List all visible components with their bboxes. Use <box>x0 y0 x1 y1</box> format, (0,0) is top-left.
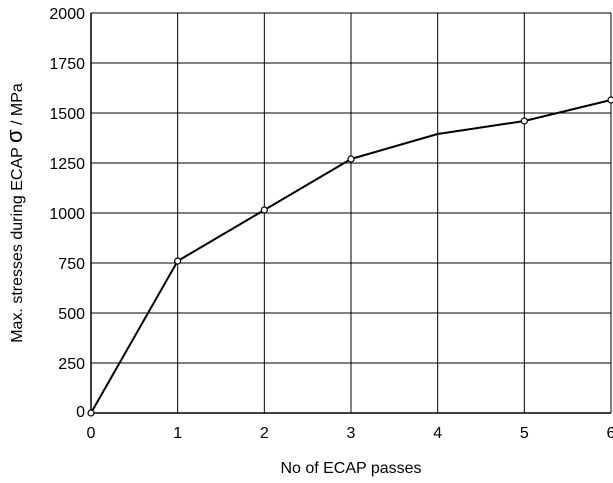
y-tick-labels: 0 250 500 750 1000 1250 1500 1750 2000 <box>49 6 85 421</box>
y-tick-label: 1500 <box>49 106 85 123</box>
y-axis-title-suffix: / MPa <box>9 83 26 129</box>
axes <box>90 13 611 414</box>
data-point <box>260 206 268 214</box>
data-point <box>607 96 613 104</box>
y-axis-title-symbol: σ <box>2 129 27 143</box>
x-tick-label: 6 <box>607 425 613 442</box>
x-tick-label: 2 <box>260 425 269 442</box>
data-point <box>520 117 528 125</box>
x-tick-label: 1 <box>173 425 182 442</box>
x-tick-label: 0 <box>87 425 96 442</box>
y-tick-label: 2000 <box>49 6 85 23</box>
data-point <box>347 155 355 163</box>
data-point <box>87 409 95 417</box>
y-tick-label: 500 <box>58 306 85 323</box>
x-tick-label: 4 <box>433 425 442 442</box>
y-axis-title-prefix: Max. stresses during ECAP <box>9 143 26 343</box>
y-tick-label: 1250 <box>49 156 85 173</box>
y-axis-title: Max. stresses during ECAP σ / MPa <box>2 83 27 343</box>
x-tick-label: 5 <box>520 425 529 442</box>
x-tick-labels: 0 1 2 3 4 5 6 <box>87 425 613 442</box>
y-tick-label: 1000 <box>49 206 85 223</box>
x-axis-title: No of ECAP passes <box>280 460 421 477</box>
series-layer <box>87 96 613 417</box>
data-point <box>174 257 182 265</box>
y-tick-label: 0 <box>76 404 85 421</box>
x-tick-label: 3 <box>347 425 356 442</box>
y-tick-label: 1750 <box>49 56 85 73</box>
y-tick-label: 250 <box>58 356 85 373</box>
y-tick-label: 750 <box>58 256 85 273</box>
